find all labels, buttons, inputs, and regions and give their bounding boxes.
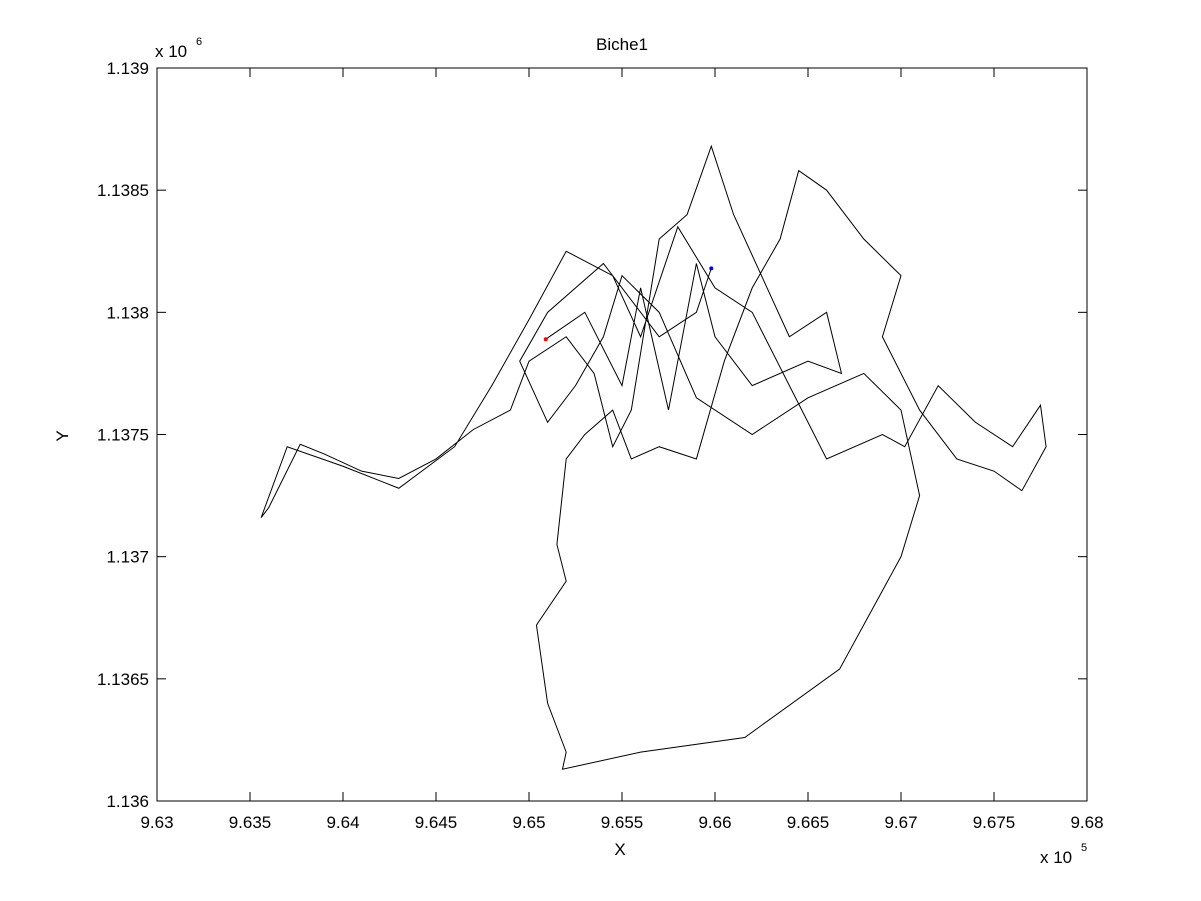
x-tick-label: 9.635 bbox=[229, 813, 272, 832]
x-multiplier-exponent: 5 bbox=[1081, 842, 1087, 854]
x-tick-label: 9.64 bbox=[326, 813, 359, 832]
y-axis-label: Y bbox=[53, 430, 72, 441]
x-tick-label: 9.665 bbox=[787, 813, 830, 832]
x-tick-label: 9.63 bbox=[140, 813, 173, 832]
y-multiplier-exponent: 6 bbox=[196, 36, 202, 48]
y-tick-label: 1.1365 bbox=[97, 670, 149, 689]
y-tick-label: 1.138 bbox=[106, 303, 149, 322]
x-tick-label: 9.68 bbox=[1070, 813, 1103, 832]
x-tick-label: 9.66 bbox=[698, 813, 731, 832]
x-tick-label: 9.655 bbox=[601, 813, 644, 832]
x-tick-label: 9.65 bbox=[512, 813, 545, 832]
y-tick-label: 1.139 bbox=[106, 59, 149, 78]
marker bbox=[543, 337, 548, 342]
y-tick-label: 1.136 bbox=[106, 792, 149, 811]
chart-title: Biche1 bbox=[596, 35, 648, 54]
x-tick-label: 9.645 bbox=[415, 813, 458, 832]
marker bbox=[709, 266, 714, 271]
y-tick-label: 1.1385 bbox=[97, 181, 149, 200]
y-tick-label: 1.1375 bbox=[97, 426, 149, 445]
y-multiplier: x 10 bbox=[155, 42, 187, 61]
y-tick-label: 1.137 bbox=[106, 548, 149, 567]
trajectory bbox=[260, 144, 1047, 770]
x-tick-label: 9.67 bbox=[884, 813, 917, 832]
x-axis-label: X bbox=[614, 840, 625, 859]
x-multiplier: x 10 bbox=[1040, 848, 1072, 867]
x-tick-label: 9.675 bbox=[973, 813, 1016, 832]
